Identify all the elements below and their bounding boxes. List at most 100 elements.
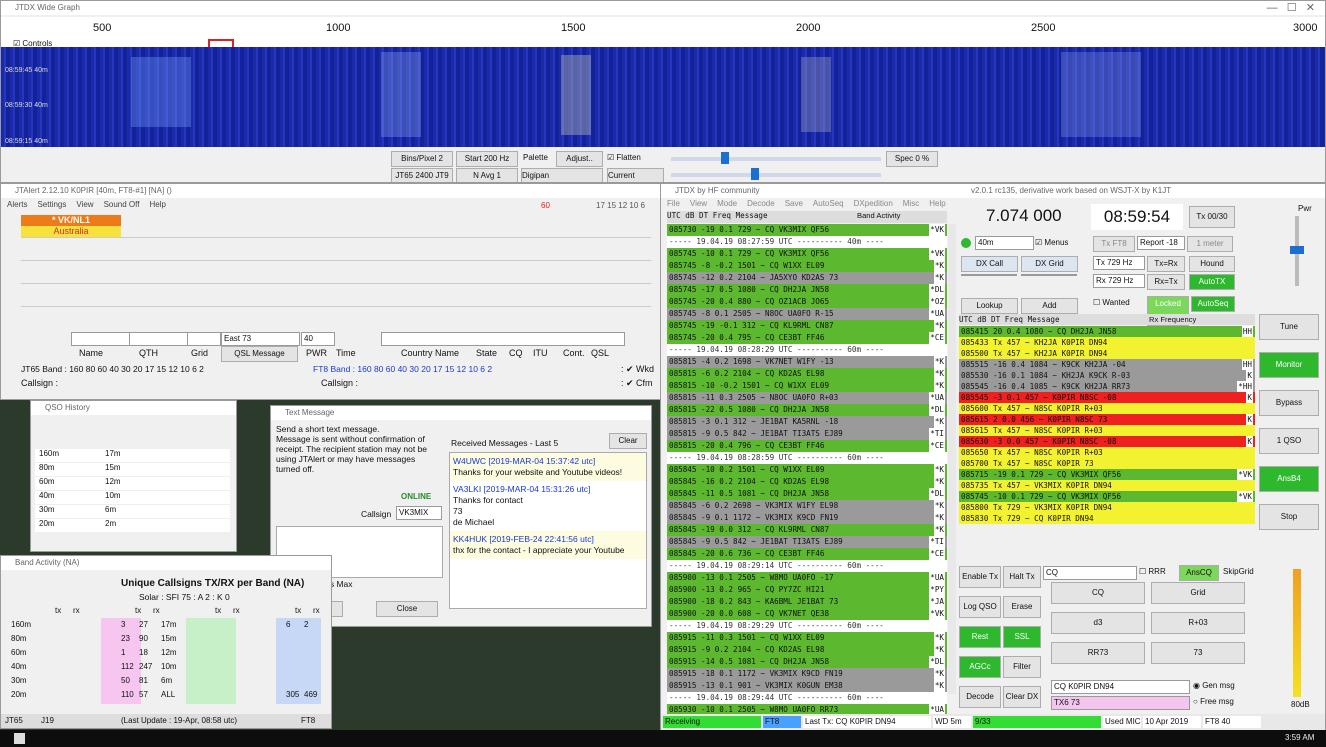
decode-flag: *UA xyxy=(929,308,945,320)
navg-spinbox[interactable]: N Avg 1 xyxy=(456,168,518,183)
free-msg-radio[interactable]: ○ Free msg xyxy=(1193,697,1234,706)
window-title: Text Message xyxy=(285,408,334,417)
start-spinbox[interactable]: Start 200 Hz xyxy=(456,151,518,167)
qsl-field[interactable]: East 73 xyxy=(221,332,300,346)
tx-period-button[interactable]: Tx 00/30 xyxy=(1189,206,1235,228)
hound-button[interactable]: Hound xyxy=(1189,256,1235,272)
log-qso-button[interactable]: Log QSO xyxy=(959,596,1001,618)
menu-item[interactable]: Misc xyxy=(903,199,919,208)
spec-spinbox[interactable]: Spec 0 % xyxy=(886,151,938,167)
rx-eq-tx-button[interactable]: Rx=Tx xyxy=(1147,274,1185,290)
gen-msg-radio[interactable]: ◉ Gen msg xyxy=(1193,681,1235,690)
palette-select[interactable]: Digipan xyxy=(521,168,603,183)
jt65-spinbox[interactable]: JT65 2400 JT9 xyxy=(391,168,453,183)
callsign-cell[interactable]: * VK/NL1 xyxy=(21,215,121,226)
callsign-field[interactable]: VK3MIX xyxy=(396,506,442,520)
decode-flag: *K xyxy=(934,356,945,368)
filter-button[interactable]: Filter xyxy=(1003,656,1041,678)
menu-item[interactable]: Sound Off xyxy=(104,200,140,209)
ssl-mode-button[interactable]: SSL mode xyxy=(1003,626,1041,648)
grid-field[interactable] xyxy=(187,332,221,346)
decode-flag: *DL xyxy=(929,404,945,416)
decode-text: 085900 -13 0.1 2505 ~ W8MO UA0FO -17 xyxy=(669,573,834,582)
side-button[interactable]: Tune xyxy=(1259,314,1319,340)
slider[interactable] xyxy=(671,173,881,177)
tx-message-button[interactable]: CQ xyxy=(1051,582,1145,604)
name-field[interactable] xyxy=(71,332,130,346)
decode-flag: HH xyxy=(1242,359,1253,370)
menu-item[interactable]: View xyxy=(690,199,707,208)
side-button[interactable]: AnsB4 xyxy=(1259,466,1319,492)
menu-item[interactable]: Alerts xyxy=(7,200,27,209)
free-msg-field[interactable]: TX6 73 xyxy=(1051,696,1190,710)
dx-grid-field[interactable] xyxy=(1021,274,1077,276)
anscq-button[interactable]: AnsCQ xyxy=(1179,565,1219,581)
autoseq-button[interactable]: AutoSeq xyxy=(1191,296,1235,312)
mode-button[interactable]: Tx FT8 xyxy=(1093,236,1135,252)
country-field[interactable] xyxy=(381,332,625,346)
side-button[interactable]: Stop xyxy=(1259,504,1319,530)
pwr-slider[interactable] xyxy=(1295,216,1299,286)
tx-eq-rx-button[interactable]: Tx=Rx xyxy=(1147,256,1185,272)
tx-message-button[interactable]: d3 xyxy=(1051,612,1145,634)
tx-message-button[interactable]: Grid xyxy=(1151,582,1245,604)
menu-item[interactable]: Help xyxy=(929,199,945,208)
jtdx-window: JTDX by HF communityv2.0.1 rc135, deriva… xyxy=(660,183,1326,731)
tx-freq-spinbox[interactable]: Tx 729 Hz xyxy=(1093,256,1145,270)
menu-item[interactable]: Mode xyxy=(717,199,737,208)
close-button[interactable]: Close xyxy=(376,601,438,617)
pwr-field[interactable]: 40 xyxy=(301,332,335,346)
report-spinbox[interactable]: Report -18 xyxy=(1137,236,1185,250)
menu-item[interactable]: Decode xyxy=(747,199,775,208)
menus-checkbox[interactable]: ☑ Menus xyxy=(1035,238,1068,247)
side-button[interactable]: Monitor xyxy=(1259,352,1319,378)
scrollbar[interactable] xyxy=(948,224,956,694)
meter-button[interactable]: 1 meter xyxy=(1187,236,1233,252)
tx-message-button[interactable]: 73 xyxy=(1151,642,1245,664)
qth-field[interactable] xyxy=(129,332,188,346)
rrr-checkbox[interactable]: ☐ RRR xyxy=(1139,567,1166,576)
spectrum-select[interactable]: Current xyxy=(607,168,664,183)
enable-tx-button[interactable]: Enable Tx xyxy=(959,566,1001,588)
dx-call-label: DX Call xyxy=(961,256,1018,272)
clear-dx-button[interactable]: Clear DX xyxy=(1003,686,1041,708)
decode-flag: K xyxy=(1246,392,1253,403)
rx-freq-spinbox[interactable]: Rx 729 Hz xyxy=(1093,274,1145,288)
menu-bar: Alerts Settings View Sound Off Help xyxy=(7,200,176,209)
flatten-checkbox[interactable]: ☑ Flatten xyxy=(607,153,641,162)
rest-button[interactable]: Rest xyxy=(959,626,1001,648)
band-select[interactable]: 40m xyxy=(975,236,1034,250)
wanted-checkbox[interactable]: ☐ Wanted xyxy=(1093,298,1130,307)
add-button[interactable]: Add xyxy=(1021,298,1078,314)
gen-msg-field[interactable]: CQ K0PIR DN94 xyxy=(1051,680,1190,694)
field-label: Name xyxy=(79,348,103,358)
menu-item[interactable]: Help xyxy=(149,200,165,209)
adjust-button[interactable]: Adjust.. xyxy=(556,151,603,167)
side-button[interactable]: 1 QSO xyxy=(1259,428,1319,454)
bins-spinbox[interactable]: Bins/Pixel 2 xyxy=(391,151,453,167)
erase-button[interactable]: Erase xyxy=(1003,596,1041,618)
halt-tx-button[interactable]: Halt Tx xyxy=(1003,566,1041,588)
menu-item[interactable]: View xyxy=(76,200,93,209)
slider[interactable] xyxy=(671,157,881,161)
autotx-button[interactable]: AutoTX xyxy=(1189,274,1235,290)
cq-select[interactable]: CQ xyxy=(1043,566,1137,580)
tx-message-button[interactable]: R+03 xyxy=(1151,612,1245,634)
menu-item[interactable]: DXpedition xyxy=(854,199,893,208)
lookup-button[interactable]: Lookup xyxy=(961,298,1018,314)
side-button[interactable]: Bypass xyxy=(1259,390,1319,416)
decode-button[interactable]: Decode xyxy=(959,686,1001,708)
menu-item[interactable]: AutoSeq xyxy=(813,199,844,208)
tx-message-button[interactable]: RR73 xyxy=(1051,642,1145,664)
menu-item[interactable]: Settings xyxy=(37,200,66,209)
decode-flag: *UA xyxy=(929,392,945,404)
window-controls[interactable]: — ☐ ✕ xyxy=(1267,1,1315,15)
dx-call-field[interactable] xyxy=(961,274,1017,276)
qsl-message-button[interactable]: QSL Message xyxy=(221,346,298,362)
menu-item[interactable]: File xyxy=(667,199,680,208)
clear-button[interactable]: Clear xyxy=(609,433,647,449)
start-button[interactable] xyxy=(14,733,25,744)
decode-text: 085900 -13 0.2 965 ~ CQ PY7ZC HI21 xyxy=(669,585,824,594)
agcc-button[interactable]: AGCc xyxy=(959,656,1001,678)
menu-item[interactable]: Save xyxy=(785,199,803,208)
